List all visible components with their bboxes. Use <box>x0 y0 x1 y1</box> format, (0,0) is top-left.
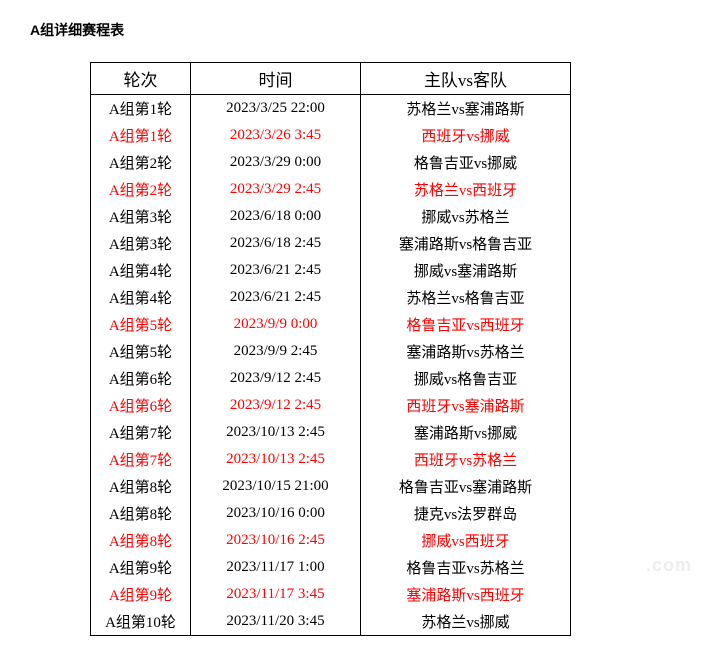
page-title: A组详细赛程表 <box>30 20 697 40</box>
cell-round: A组第1轮 <box>91 95 191 123</box>
cell-time: 2023/3/29 0:00 <box>191 149 361 176</box>
table-row: A组第9轮2023/11/17 1:00格鲁吉亚vs苏格兰 <box>91 554 571 581</box>
cell-match: 挪威vs西班牙 <box>361 527 571 554</box>
cell-time: 2023/3/25 22:00 <box>191 95 361 123</box>
cell-round: A组第1轮 <box>91 122 191 149</box>
header-time: 时间 <box>191 63 361 95</box>
table-body: A组第1轮2023/3/25 22:00苏格兰vs塞浦路斯A组第1轮2023/3… <box>91 95 571 636</box>
cell-match: 塞浦路斯vs挪威 <box>361 419 571 446</box>
cell-round: A组第9轮 <box>91 554 191 581</box>
cell-time: 2023/6/21 2:45 <box>191 257 361 284</box>
table-row: A组第6轮2023/9/12 2:45西班牙vs塞浦路斯 <box>91 392 571 419</box>
cell-match: 挪威vs塞浦路斯 <box>361 257 571 284</box>
table-row: A组第8轮2023/10/16 2:45挪威vs西班牙 <box>91 527 571 554</box>
cell-time: 2023/6/18 2:45 <box>191 230 361 257</box>
cell-time: 2023/11/17 3:45 <box>191 581 361 608</box>
table-row: A组第5轮2023/9/9 0:00格鲁吉亚vs西班牙 <box>91 311 571 338</box>
schedule-table: 轮次 时间 主队vs客队 A组第1轮2023/3/25 22:00苏格兰vs塞浦… <box>90 62 571 636</box>
cell-time: 2023/6/18 0:00 <box>191 203 361 230</box>
cell-round: A组第8轮 <box>91 500 191 527</box>
cell-match: 西班牙vs挪威 <box>361 122 571 149</box>
table-row: A组第6轮2023/9/12 2:45挪威vs格鲁吉亚 <box>91 365 571 392</box>
cell-round: A组第8轮 <box>91 527 191 554</box>
cell-time: 2023/3/26 3:45 <box>191 122 361 149</box>
cell-match: 苏格兰vs挪威 <box>361 608 571 636</box>
header-round: 轮次 <box>91 63 191 95</box>
cell-time: 2023/10/13 2:45 <box>191 446 361 473</box>
cell-time: 2023/10/16 2:45 <box>191 527 361 554</box>
cell-time: 2023/9/12 2:45 <box>191 392 361 419</box>
table-row: A组第10轮2023/11/20 3:45苏格兰vs挪威 <box>91 608 571 636</box>
header-match: 主队vs客队 <box>361 63 571 95</box>
cell-match: 塞浦路斯vs格鲁吉亚 <box>361 230 571 257</box>
cell-match: 挪威vs苏格兰 <box>361 203 571 230</box>
cell-match: 西班牙vs塞浦路斯 <box>361 392 571 419</box>
table-row: A组第2轮2023/3/29 2:45苏格兰vs西班牙 <box>91 176 571 203</box>
cell-round: A组第3轮 <box>91 230 191 257</box>
cell-round: A组第7轮 <box>91 419 191 446</box>
cell-round: A组第6轮 <box>91 365 191 392</box>
table-row: A组第7轮2023/10/13 2:45西班牙vs苏格兰 <box>91 446 571 473</box>
cell-match: 西班牙vs苏格兰 <box>361 446 571 473</box>
table-row: A组第1轮2023/3/25 22:00苏格兰vs塞浦路斯 <box>91 95 571 123</box>
cell-time: 2023/10/13 2:45 <box>191 419 361 446</box>
cell-time: 2023/9/12 2:45 <box>191 365 361 392</box>
cell-time: 2023/3/29 2:45 <box>191 176 361 203</box>
cell-round: A组第7轮 <box>91 446 191 473</box>
table-row: A组第5轮2023/9/9 2:45塞浦路斯vs苏格兰 <box>91 338 571 365</box>
cell-match: 苏格兰vs塞浦路斯 <box>361 95 571 123</box>
cell-match: 格鲁吉亚vs苏格兰 <box>361 554 571 581</box>
cell-match: 格鲁吉亚vs挪威 <box>361 149 571 176</box>
table-row: A组第8轮2023/10/15 21:00格鲁吉亚vs塞浦路斯 <box>91 473 571 500</box>
cell-time: 2023/9/9 2:45 <box>191 338 361 365</box>
cell-match: 苏格兰vs格鲁吉亚 <box>361 284 571 311</box>
table-row: A组第7轮2023/10/13 2:45塞浦路斯vs挪威 <box>91 419 571 446</box>
cell-round: A组第2轮 <box>91 149 191 176</box>
cell-match: 捷克vs法罗群岛 <box>361 500 571 527</box>
cell-match: 挪威vs格鲁吉亚 <box>361 365 571 392</box>
cell-round: A组第9轮 <box>91 581 191 608</box>
table-row: A组第3轮2023/6/18 2:45塞浦路斯vs格鲁吉亚 <box>91 230 571 257</box>
cell-round: A组第5轮 <box>91 311 191 338</box>
cell-match: 格鲁吉亚vs西班牙 <box>361 311 571 338</box>
cell-match: 格鲁吉亚vs塞浦路斯 <box>361 473 571 500</box>
table-row: A组第8轮2023/10/16 0:00捷克vs法罗群岛 <box>91 500 571 527</box>
cell-round: A组第4轮 <box>91 257 191 284</box>
cell-time: 2023/10/16 0:00 <box>191 500 361 527</box>
table-row: A组第9轮2023/11/17 3:45塞浦路斯vs西班牙 <box>91 581 571 608</box>
cell-round: A组第3轮 <box>91 203 191 230</box>
cell-match: 苏格兰vs西班牙 <box>361 176 571 203</box>
cell-round: A组第10轮 <box>91 608 191 636</box>
cell-match: 塞浦路斯vs西班牙 <box>361 581 571 608</box>
table-row: A组第4轮2023/6/21 2:45挪威vs塞浦路斯 <box>91 257 571 284</box>
cell-match: 塞浦路斯vs苏格兰 <box>361 338 571 365</box>
watermark: .com <box>646 555 692 576</box>
cell-round: A组第5轮 <box>91 338 191 365</box>
cell-time: 2023/11/17 1:00 <box>191 554 361 581</box>
table-header-row: 轮次 时间 主队vs客队 <box>91 63 571 95</box>
table-row: A组第3轮2023/6/18 0:00挪威vs苏格兰 <box>91 203 571 230</box>
cell-round: A组第6轮 <box>91 392 191 419</box>
table-row: A组第1轮2023/3/26 3:45西班牙vs挪威 <box>91 122 571 149</box>
cell-time: 2023/9/9 0:00 <box>191 311 361 338</box>
cell-round: A组第4轮 <box>91 284 191 311</box>
table-row: A组第4轮2023/6/21 2:45苏格兰vs格鲁吉亚 <box>91 284 571 311</box>
cell-time: 2023/11/20 3:45 <box>191 608 361 636</box>
cell-round: A组第8轮 <box>91 473 191 500</box>
cell-time: 2023/6/21 2:45 <box>191 284 361 311</box>
cell-time: 2023/10/15 21:00 <box>191 473 361 500</box>
table-row: A组第2轮2023/3/29 0:00格鲁吉亚vs挪威 <box>91 149 571 176</box>
cell-round: A组第2轮 <box>91 176 191 203</box>
